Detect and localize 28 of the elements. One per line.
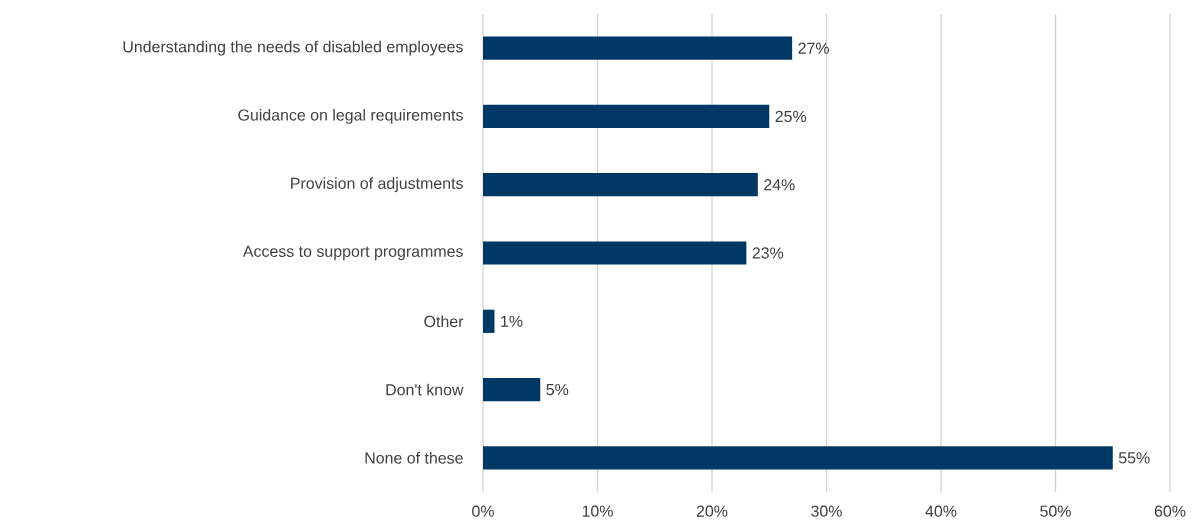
x-tick-label: 60% bbox=[1154, 505, 1186, 517]
y-tick-label: None of these bbox=[365, 452, 463, 464]
data-label: 5% bbox=[546, 383, 569, 396]
bar bbox=[483, 377, 541, 402]
data-label: 25% bbox=[775, 110, 807, 123]
y-tick-label: Provision of adjustments bbox=[291, 177, 463, 193]
data-label: 27% bbox=[798, 42, 830, 54]
bar bbox=[483, 309, 495, 333]
data-label: 24% bbox=[764, 179, 795, 191]
y-tick-label: Understanding the needs of disabled employees bbox=[123, 40, 463, 56]
x-tick-label: 0% bbox=[472, 505, 494, 517]
bar bbox=[483, 104, 770, 129]
bar bbox=[483, 173, 758, 197]
y-tick-label: Guidance on legal requirements bbox=[238, 109, 463, 124]
bar bbox=[483, 241, 747, 265]
x-tick-label: 10% bbox=[582, 505, 613, 517]
x-tick-label: 40% bbox=[925, 505, 957, 517]
x-tick-label: 30% bbox=[811, 505, 842, 517]
y-tick-label: Other bbox=[424, 315, 464, 328]
x-tick-label: 50% bbox=[1040, 505, 1071, 517]
bar bbox=[483, 446, 1113, 470]
x-tick-label: 20% bbox=[696, 505, 728, 517]
y-tick-label: Don't know bbox=[386, 383, 464, 396]
data-label: 23% bbox=[752, 247, 784, 259]
bar bbox=[483, 36, 793, 60]
data-label: 1% bbox=[501, 315, 523, 327]
y-tick-label: Access to support programmes bbox=[242, 245, 463, 261]
data-label: 55% bbox=[1118, 452, 1150, 464]
